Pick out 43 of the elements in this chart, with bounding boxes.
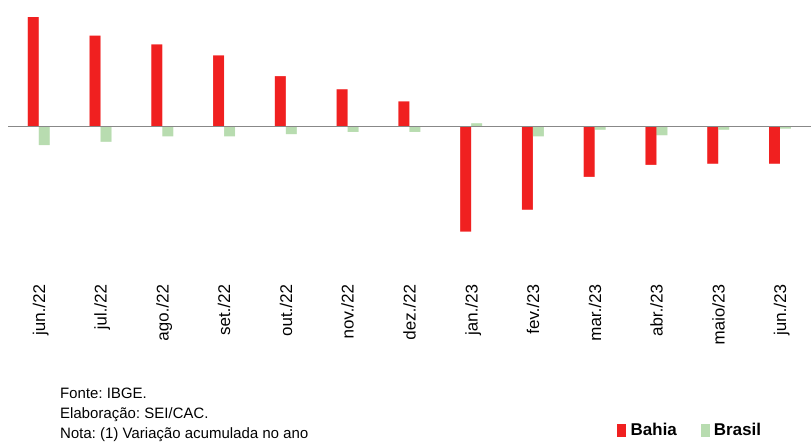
bar [151,44,162,126]
x-tick-label: jan./23 [462,284,482,336]
bar [471,123,482,126]
bar [348,126,359,132]
text: Elaboração: SEI/CAC. [60,404,210,424]
bar [100,126,112,142]
bar [707,126,718,164]
bar [90,36,101,126]
bar [336,89,348,126]
source-note: Fonte: IBGE. [60,384,148,404]
bar [522,126,533,210]
bar [28,17,39,126]
x-tick-label: set./22 [215,284,234,336]
x-tick-label: nov./22 [338,284,358,339]
x-tick-label: abr./23 [648,284,667,336]
bar [409,126,420,132]
x-tick-label: jun./22 [30,284,49,336]
bar [656,126,668,136]
bar [213,55,224,126]
bar [274,76,286,126]
bar [718,126,730,130]
bar [584,126,595,177]
bar [162,126,174,136]
x-tick-label: dez./22 [400,284,420,340]
legend-label: Bahia [630,420,677,440]
text: Nota: (1) Variação acumulada no ano [60,424,308,444]
x-tick-label: maio/23 [709,284,728,344]
x-tick-label: ago./22 [153,284,172,341]
x-tick-label: out./22 [276,284,296,336]
x-tick-label: fev./23 [524,284,544,334]
bar [460,126,472,232]
x-tick-label: mar./23 [586,284,605,341]
bar [532,126,544,136]
x-tick-label: jun./23 [771,284,790,336]
legend-label: Brasil [714,420,761,440]
bar [38,126,50,146]
bar [645,126,656,165]
x-tick-label: jul./22 [92,284,111,330]
bar [286,126,297,134]
bar [768,126,780,164]
bar [224,126,236,136]
bar [594,126,606,130]
bar [398,101,410,126]
